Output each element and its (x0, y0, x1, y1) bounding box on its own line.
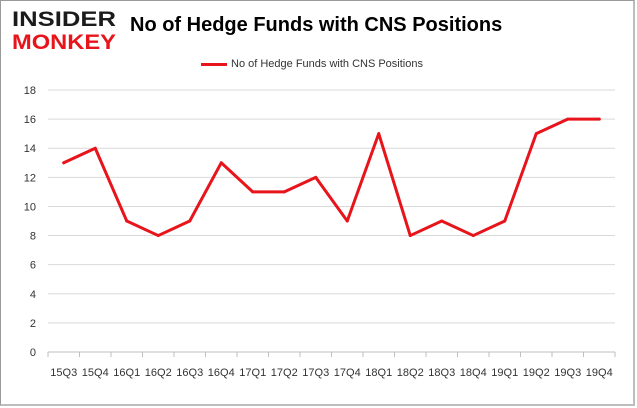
x-tick-label: 19Q3 (554, 367, 581, 379)
y-tick-label: 0 (30, 347, 36, 359)
x-tick-label: 17Q2 (271, 367, 298, 379)
data-point (188, 219, 192, 223)
x-tick-label: 19Q4 (586, 367, 613, 379)
y-tick-label: 16 (24, 114, 36, 126)
x-tick-label: 19Q2 (523, 367, 550, 379)
axes (47, 351, 616, 357)
y-tick-label: 14 (24, 143, 36, 155)
x-tick-label: 17Q3 (302, 367, 329, 379)
x-tick-label: 16Q4 (208, 367, 235, 379)
data-point (251, 190, 255, 194)
y-tick-label: 18 (24, 85, 36, 97)
data-point (314, 175, 318, 179)
data-point (471, 234, 475, 238)
insider-monkey-logo: INSIDER MONKEY (12, 8, 116, 52)
data-point (93, 146, 97, 150)
data-point (345, 219, 349, 223)
y-tick-label: 6 (30, 260, 36, 272)
x-tick-label: 15Q4 (82, 367, 109, 379)
x-tick-label: 19Q1 (491, 367, 518, 379)
y-tick-label: 8 (30, 231, 36, 243)
data-point (219, 161, 223, 165)
data-point (566, 117, 570, 121)
y-tick-label: 4 (30, 289, 36, 301)
x-tick-label: 16Q3 (176, 367, 203, 379)
x-tick-labels: 15Q3 15Q4 16Q1 16Q2 16Q3 16Q4 17Q1 17Q2 17Q3 17Q4… (50, 367, 612, 379)
x-tick-label: 17Q1 (239, 367, 266, 379)
data-point (377, 132, 381, 136)
data-point (597, 117, 601, 121)
data-point (156, 234, 160, 238)
x-tick-label: 18Q4 (460, 367, 487, 379)
series-line (62, 117, 601, 238)
chart-title: No of Hedge Funds with CNS Positions (130, 14, 503, 36)
y-tick-label: 10 (24, 201, 36, 213)
logo-line2: MONKEY (12, 31, 116, 52)
x-tick-label: 18Q3 (428, 367, 455, 379)
data-point (125, 219, 129, 223)
x-tick-label: 18Q2 (397, 367, 424, 379)
x-tick-label: 16Q1 (113, 367, 140, 379)
data-point (282, 190, 286, 194)
x-tick-label: 17Q4 (334, 367, 361, 379)
legend: No of Hedge Funds with CNS Positions (201, 57, 423, 71)
data-point (408, 234, 412, 238)
x-tick-label: 18Q1 (365, 367, 392, 379)
y-tick-labels: 0 2 4 6 8 10 12 14 16 18 (24, 85, 36, 359)
data-point (440, 219, 444, 223)
x-tick-label: 16Q2 (145, 367, 172, 379)
x-tick-label: 15Q3 (50, 367, 77, 379)
gridlines (48, 89, 615, 324)
y-tick-label: 12 (24, 172, 36, 184)
legend-label: No of Hedge Funds with CNS Positions (231, 58, 423, 70)
data-point (503, 219, 507, 223)
series (62, 117, 601, 238)
y-tick-label: 2 (30, 318, 36, 330)
data-point (62, 161, 66, 165)
data-point (534, 132, 538, 136)
legend-swatch (201, 62, 227, 66)
logo-line1: INSIDER (12, 8, 116, 31)
